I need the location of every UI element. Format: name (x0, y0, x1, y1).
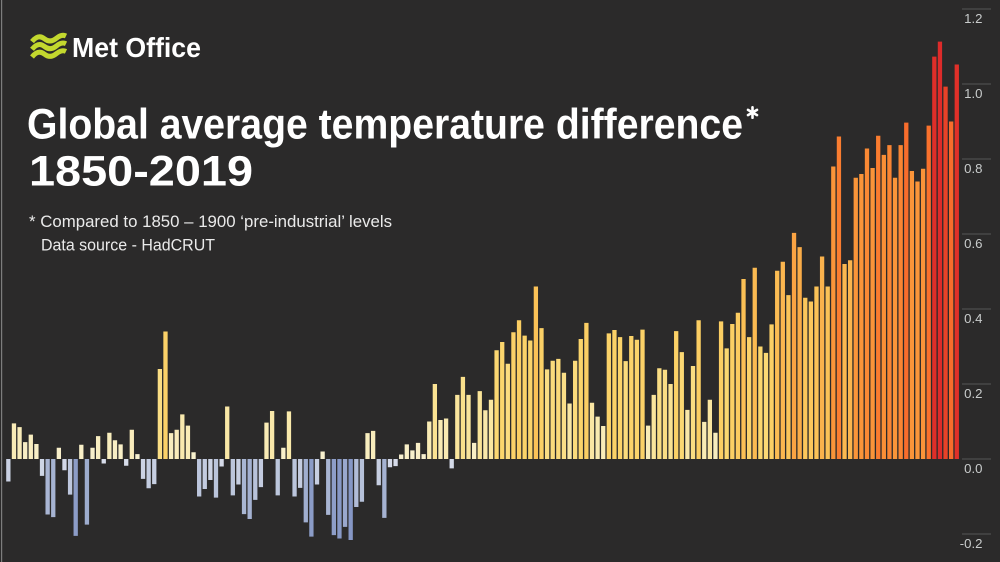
svg-text:0.0: 0.0 (964, 461, 982, 476)
svg-text:* Compared to 1850 – 1900 ‘pre: * Compared to 1850 – 1900 ‘pre-industria… (29, 212, 392, 231)
svg-text:0.4: 0.4 (964, 311, 982, 326)
svg-text:0.8: 0.8 (964, 161, 982, 176)
svg-text:Met Office: Met Office (72, 32, 201, 63)
svg-text:1.0: 1.0 (964, 86, 982, 101)
svg-text:-0.2: -0.2 (960, 536, 983, 551)
svg-text:Data source - HadCRUT: Data source - HadCRUT (41, 236, 215, 255)
svg-text:1850-2019: 1850-2019 (29, 148, 253, 196)
svg-text:0.2: 0.2 (964, 386, 982, 401)
svg-text:1.2: 1.2 (964, 11, 982, 26)
svg-text:Global average temperature dif: Global average temperature difference (27, 101, 743, 149)
svg-text:0.6: 0.6 (964, 236, 982, 251)
